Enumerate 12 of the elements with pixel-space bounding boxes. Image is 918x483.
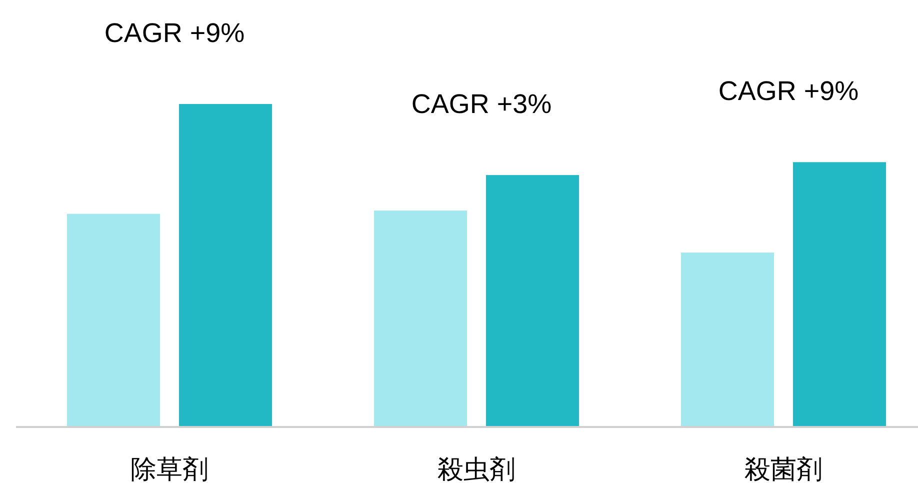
bar xyxy=(179,104,272,427)
bar xyxy=(67,214,160,427)
annotation: CAGR +3% xyxy=(411,89,552,120)
bar xyxy=(681,252,774,427)
bar xyxy=(374,210,467,427)
annotation: CAGR +9% xyxy=(718,76,859,106)
bar xyxy=(793,162,886,427)
x-tick-label: 殺虫剤 xyxy=(438,454,516,483)
text: CAGR +9% xyxy=(104,18,245,48)
bar xyxy=(486,175,579,427)
x-tick-label: 除草剤 xyxy=(130,454,208,483)
x-tick-label: 殺菌剤 xyxy=(744,454,822,483)
